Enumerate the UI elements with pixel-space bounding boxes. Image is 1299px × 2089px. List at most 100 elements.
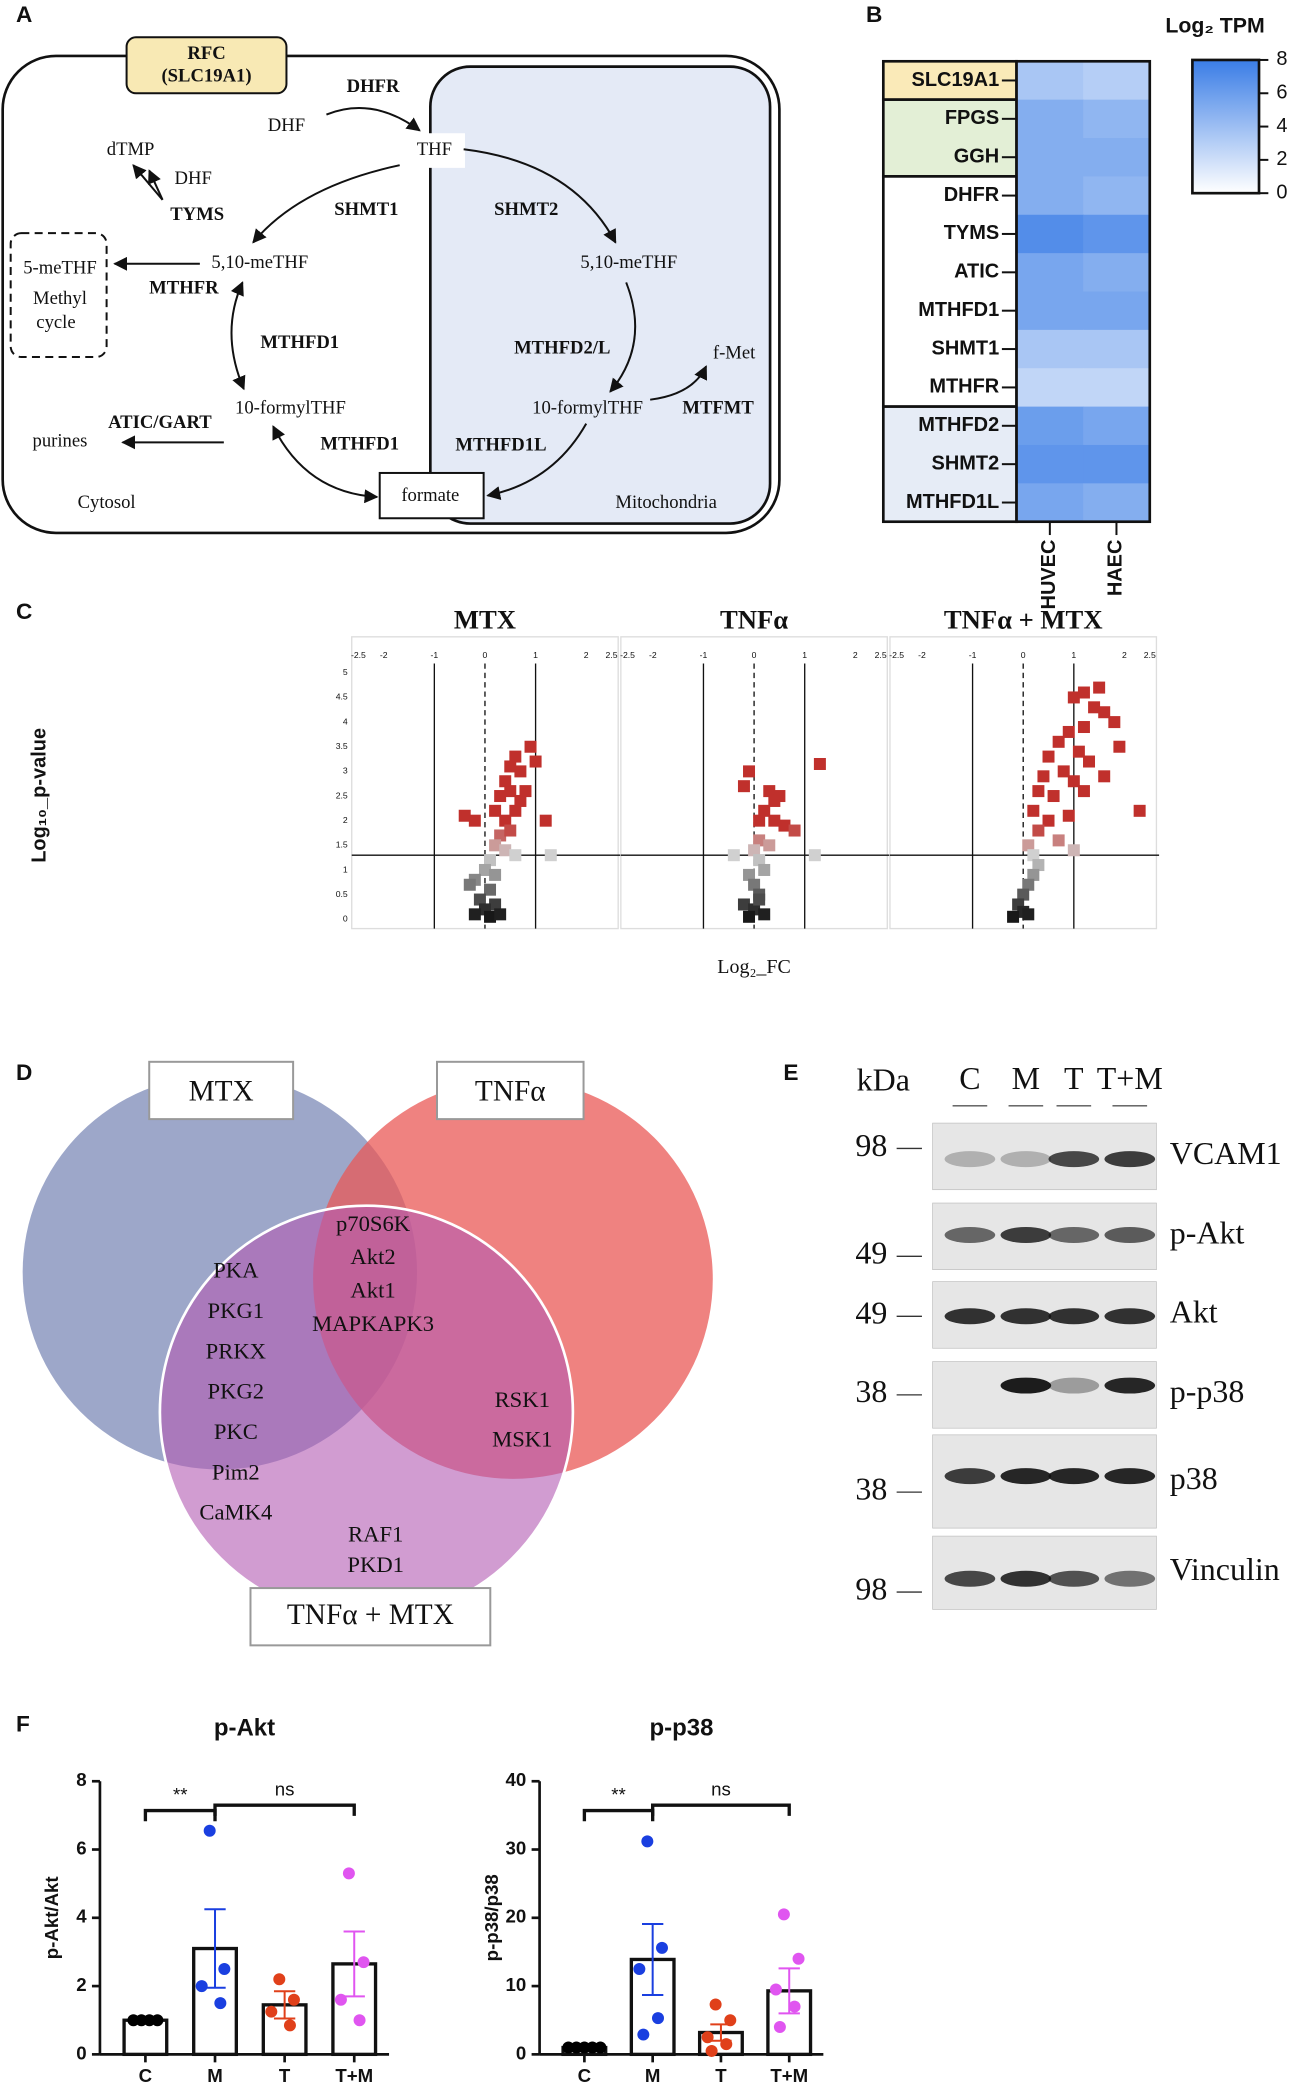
- heat-cell: [1083, 483, 1151, 523]
- plot-title: MTX: [454, 604, 516, 634]
- lane-label: T: [1064, 1061, 1084, 1096]
- enzyme-label: DHFR: [347, 76, 400, 97]
- data-point: [594, 2041, 607, 2054]
- heat-cell: [1016, 406, 1084, 446]
- row-label: ATIC: [954, 261, 999, 283]
- protein-label: Akt: [1170, 1294, 1218, 1329]
- arrow: [486, 423, 588, 500]
- y-axis-label: p-Akt/Akt: [41, 1876, 62, 1959]
- colorbar-title: Log₂ TPM: [1165, 13, 1264, 37]
- row-label: GGH: [954, 145, 1000, 167]
- point: [458, 809, 471, 822]
- point: [489, 804, 502, 817]
- arrow: [148, 169, 164, 201]
- x-tick-label: -2.5: [351, 650, 366, 660]
- x-tick-label: 2.5: [606, 650, 618, 660]
- heat-cell: [1016, 99, 1084, 139]
- protein-label: VCAM1: [1170, 1136, 1282, 1171]
- y-tick-label: 3.5: [336, 741, 348, 751]
- kinase-label: MSK1: [492, 1427, 552, 1452]
- point: [1062, 809, 1075, 822]
- x-tick-label: 2.5: [875, 650, 887, 660]
- blot-band: [1048, 1151, 1100, 1168]
- metabolite-label: 10-formylTHF: [235, 397, 346, 418]
- blot-band: [1000, 1227, 1052, 1244]
- colorbar-tick-label: 8: [1276, 48, 1287, 70]
- colorbar-tick-label: 0: [1276, 181, 1287, 203]
- point: [1027, 849, 1040, 862]
- heat-cell: [1016, 368, 1084, 408]
- y-tick-label: 30: [506, 1837, 527, 1858]
- point: [514, 765, 527, 778]
- venn-label-box: [249, 1587, 492, 1647]
- point: [1007, 910, 1020, 923]
- point: [473, 893, 486, 906]
- point: [758, 908, 771, 921]
- point: [1017, 888, 1030, 901]
- protein-label: p-p38: [1170, 1374, 1245, 1409]
- arrow: [230, 281, 246, 391]
- kinase-label: PRKX: [206, 1338, 266, 1363]
- y-tick-label: 10: [506, 1974, 527, 1995]
- error-bar: [204, 1908, 226, 1989]
- metabolite-label: 5-meTHF: [23, 257, 97, 278]
- data-point: [357, 1956, 370, 1969]
- row-label: MTHFD1: [918, 299, 999, 321]
- heat-cell: [1016, 176, 1084, 216]
- blot-band: [1104, 1570, 1156, 1587]
- point: [499, 814, 512, 827]
- metabolite-label: Methyl: [33, 288, 87, 309]
- chart-title: p-p38: [650, 1715, 714, 1742]
- protein-label: Vinculin: [1170, 1552, 1280, 1587]
- data-point: [287, 1993, 300, 2006]
- point: [788, 824, 801, 837]
- kinase-label: PKD1: [347, 1552, 404, 1577]
- point: [1012, 898, 1025, 911]
- data-point: [342, 1867, 355, 1880]
- point: [737, 898, 750, 911]
- point: [748, 844, 761, 857]
- point: [494, 908, 507, 921]
- heatmap-frame: [1015, 59, 1152, 524]
- heat-cell: [1083, 138, 1151, 178]
- heat-cell: [1083, 291, 1151, 331]
- arrow: [132, 164, 164, 201]
- metabolite-label: 5,10-meTHF: [580, 252, 677, 273]
- kinase-label: PKC: [214, 1419, 258, 1444]
- data-point: [701, 2031, 714, 2044]
- x-tick-label: 1: [802, 650, 807, 660]
- formate-box: [378, 471, 485, 520]
- row-label: FPGS: [945, 107, 999, 129]
- plot-title: TNFα: [720, 604, 788, 634]
- point: [773, 790, 786, 803]
- data-point: [151, 2014, 164, 2027]
- lane-label: M: [1012, 1061, 1040, 1096]
- point: [529, 755, 542, 768]
- point: [753, 834, 766, 847]
- chart-title: p-Akt: [214, 1715, 275, 1742]
- enzyme-label: SHMT1: [334, 199, 398, 220]
- point: [499, 844, 512, 857]
- pathway-arrows: [113, 107, 708, 504]
- x-tick-label: T: [715, 2065, 727, 2086]
- blot-strip: [932, 1361, 1157, 1429]
- row-label: SLC19A1: [912, 69, 1000, 91]
- data-point: [720, 2038, 733, 2051]
- point: [1047, 790, 1060, 803]
- point: [1067, 691, 1080, 704]
- metabolite-label: DHF: [268, 115, 305, 136]
- heat-cell: [1083, 176, 1151, 216]
- data-point: [283, 2019, 296, 2032]
- heat-cell: [1016, 444, 1084, 485]
- heat-cell: [1083, 329, 1151, 369]
- row-label: SHMT1: [932, 337, 1000, 359]
- blot-band: [1000, 1377, 1052, 1394]
- point: [478, 903, 491, 916]
- y-axis-label: p-p38/p38: [481, 1874, 502, 1961]
- pathway-diagram: [1, 36, 781, 535]
- data-point: [777, 1908, 790, 1921]
- x-tick-label: -1: [969, 650, 977, 660]
- x-tick-label: 2: [853, 650, 858, 660]
- marker-label: 38: [855, 1374, 887, 1409]
- data-point: [705, 2044, 718, 2057]
